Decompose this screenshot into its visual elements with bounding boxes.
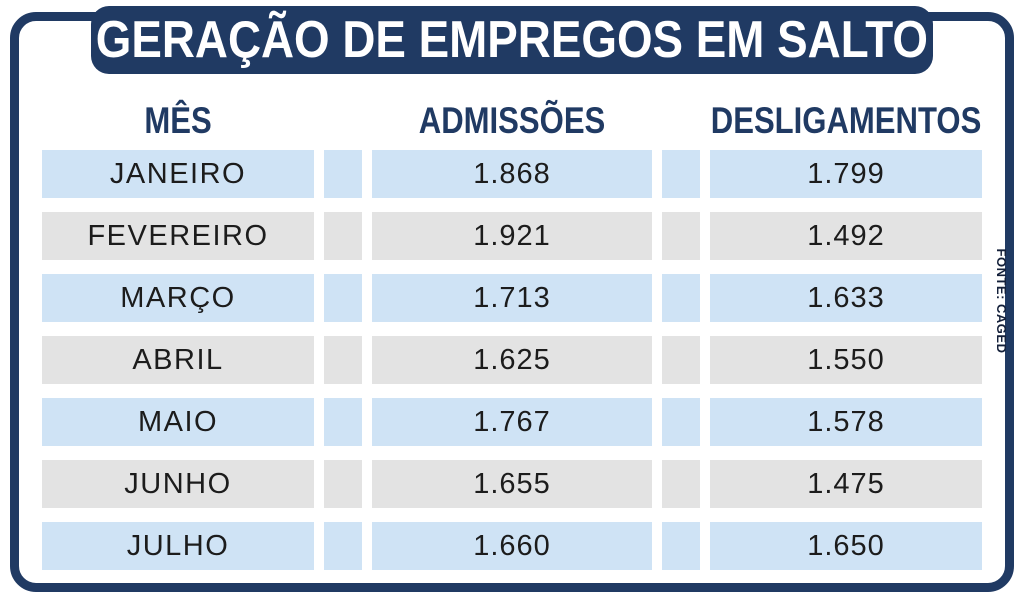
table-row-junho: JUNHO 1.655 1.475 [42,460,982,508]
dismissals-cell: 1.475 [710,460,982,508]
dismissals-cell: 1.492 [710,212,982,260]
row-connector [662,522,700,570]
month-label: FEVEREIRO [87,219,269,252]
table-body: JANEIRO 1.868 1.799 FEVEREIRO 1.921 1.49… [42,150,982,570]
admissions-value: 1.767 [473,405,551,438]
month-label: JANEIRO [109,157,247,190]
dismissals-cell: 1.799 [710,150,982,198]
row-connector [324,522,362,570]
column-header-mes: MÊS [42,98,314,144]
month-label: ABRIL [132,343,224,376]
admissions-value: 1.713 [473,281,551,314]
table-header: MÊS ADMISSÕES DESLIGAMENTOS [42,98,982,144]
row-connector [324,398,362,446]
dismissals-cell: 1.550 [710,336,982,384]
month-label: MARÇO [120,281,236,314]
row-connector [662,460,700,508]
month-cell: ABRIL [42,336,314,384]
admissions-value: 1.868 [473,157,551,190]
table-row-abril: ABRIL 1.625 1.550 [42,336,982,384]
row-connector [324,460,362,508]
dismissals-value: 1.633 [807,281,885,314]
row-connector [662,398,700,446]
column-header-desligamentos: DESLIGAMENTOS [710,98,982,144]
table-row-marco: MARÇO 1.713 1.633 [42,274,982,322]
admissions-value: 1.921 [473,219,551,252]
table-row-fevereiro: FEVEREIRO 1.921 1.492 [42,212,982,260]
table-row-maio: MAIO 1.767 1.578 [42,398,982,446]
admissions-value: 1.655 [473,467,551,500]
admissions-cell: 1.625 [372,336,652,384]
row-connector [662,336,700,384]
admissions-cell: 1.713 [372,274,652,322]
month-cell: JUNHO [42,460,314,508]
month-cell: JULHO [42,522,314,570]
month-label: JUNHO [124,467,232,500]
row-connector [324,212,362,260]
admissions-cell: 1.767 [372,398,652,446]
title-banner: GERAÇÃO DE EMPREGOS EM SALTO [91,6,933,74]
admissions-cell: 1.868 [372,150,652,198]
dismissals-cell: 1.578 [710,398,982,446]
row-connector [662,274,700,322]
dismissals-value: 1.578 [807,405,885,438]
row-connector [324,150,362,198]
column-header-mes-label: MÊS [144,100,212,141]
dismissals-value: 1.492 [807,219,885,252]
dismissals-cell: 1.650 [710,522,982,570]
admissions-value: 1.660 [473,529,551,562]
month-cell: MAIO [42,398,314,446]
month-label: MAIO [137,405,219,438]
month-cell: MARÇO [42,274,314,322]
table-row-janeiro: JANEIRO 1.868 1.799 [42,150,982,198]
dismissals-value: 1.650 [807,529,885,562]
admissions-value: 1.625 [473,343,551,376]
source-label: FONTE: CAGED [994,248,1009,354]
month-cell: FEVEREIRO [42,212,314,260]
column-header-admissoes-label: ADMISSÕES [418,100,606,141]
month-label: JULHO [126,529,230,562]
dismissals-value: 1.799 [807,157,885,190]
dismissals-value: 1.475 [807,467,885,500]
admissions-cell: 1.655 [372,460,652,508]
dismissals-value: 1.550 [807,343,885,376]
row-connector [324,336,362,384]
admissions-cell: 1.660 [372,522,652,570]
month-cell: JANEIRO [42,150,314,198]
column-header-admissoes: ADMISSÕES [372,98,652,144]
table-row-julho: JULHO 1.660 1.650 [42,522,982,570]
column-header-desligamentos-label: DESLIGAMENTOS [710,100,982,141]
page-title: GERAÇÃO DE EMPREGOS EM SALTO [95,11,929,69]
row-connector [324,274,362,322]
row-connector [662,150,700,198]
admissions-cell: 1.921 [372,212,652,260]
dismissals-cell: 1.633 [710,274,982,322]
row-connector [662,212,700,260]
